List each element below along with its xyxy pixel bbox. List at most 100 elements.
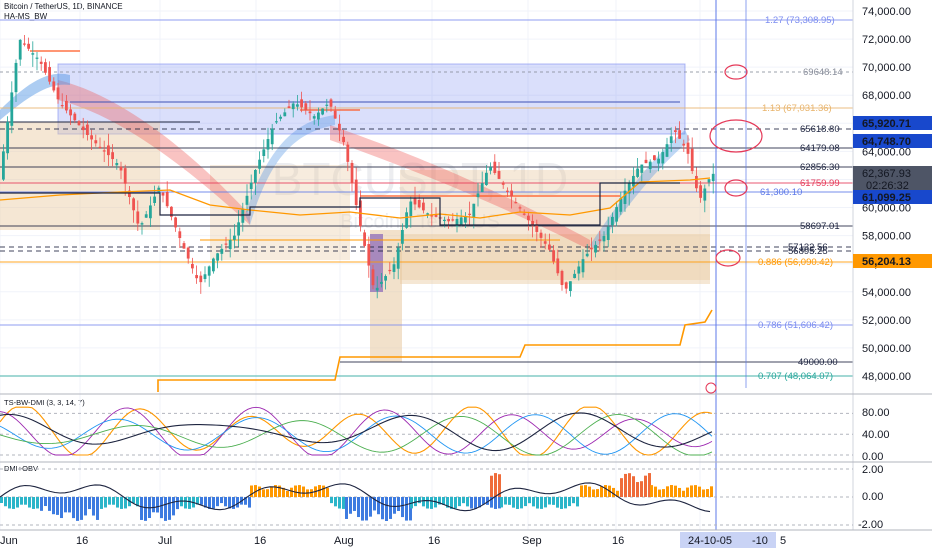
candle-body (123, 168, 127, 184)
candle-body (661, 152, 665, 164)
obv-bar (666, 486, 669, 497)
level-label-l56895: 56895.25 (788, 246, 828, 257)
badge-65920[interactable]: 65,920.71 (853, 116, 932, 130)
candle-body (690, 148, 694, 172)
obv-bar (604, 485, 607, 497)
marker-circle-4[interactable] (715, 249, 741, 267)
obv-bar (446, 497, 449, 508)
candle-body (552, 250, 555, 262)
candle-body (518, 207, 522, 209)
obv-bar (478, 497, 481, 508)
marker-circle-3[interactable] (724, 179, 748, 197)
level-label-fib_886: 0.886 (56,090.42) (758, 257, 833, 268)
obv-bar (100, 497, 103, 509)
candle-body (224, 243, 228, 245)
cursor-date-label: 24-10-05 (688, 535, 732, 547)
obv-bar (72, 497, 75, 519)
obv-bar (342, 497, 345, 509)
obv-bar (564, 497, 567, 509)
obv-bar (278, 485, 281, 497)
blue-ribbon-3 (590, 130, 690, 250)
obv-bar (632, 476, 635, 497)
obv-bar (662, 489, 665, 497)
obv-bar (516, 497, 519, 509)
indicator-title[interactable]: HA-MS_BW (4, 12, 48, 21)
marker-circle-1[interactable] (724, 64, 748, 80)
obv-bar (500, 497, 503, 508)
obv-bar (188, 497, 191, 509)
symbol-title[interactable]: Bitcoin / TetherUS, 1D, BINANCE (4, 2, 123, 11)
obv-bar (658, 489, 661, 497)
candle-body (350, 162, 354, 184)
obv-bar (385, 497, 388, 521)
badge-56204[interactable]: 56,204.13 (853, 254, 932, 268)
obv-bar (426, 497, 429, 509)
obv-bar (552, 497, 555, 505)
obv-bar (318, 485, 321, 497)
red-ribbon-2 (330, 125, 590, 250)
candle-body (451, 219, 455, 221)
obv-bar (620, 478, 623, 497)
level-label-l49000: 49000.00 (798, 357, 838, 368)
candle-body (312, 116, 316, 119)
candle-body (342, 136, 345, 143)
candle-body (249, 182, 253, 189)
time-label-jul: Jul (158, 535, 172, 547)
obv-bar (466, 497, 469, 507)
candle-body (371, 269, 375, 286)
obv-bar (588, 486, 591, 497)
candle-body (644, 159, 648, 164)
obv-bar (8, 497, 11, 509)
candle-body (535, 224, 539, 232)
event-marker-icon[interactable] (705, 382, 717, 394)
candle-body (606, 226, 610, 240)
candle-body (653, 155, 656, 161)
obv-bar (282, 487, 285, 497)
dmi-pane-title[interactable]: TS-BW-DMI (3, 3, 14, 7) (4, 398, 85, 407)
obv-bar (204, 497, 207, 508)
badge-64748[interactable]: 64,748.70 (853, 134, 932, 148)
obv-bar (28, 497, 31, 508)
obv-bar (560, 497, 563, 509)
dark-step-line (0, 182, 680, 226)
obv-bar (640, 481, 643, 497)
candle-body (396, 247, 400, 269)
candle-body (275, 121, 278, 123)
obv-bar (196, 497, 199, 505)
obv-bar (524, 497, 527, 507)
candle-body (560, 270, 564, 286)
obv-bar (592, 489, 595, 497)
obv-bar (24, 497, 27, 505)
candle-body (539, 232, 543, 238)
obv-bar (4, 497, 7, 507)
level-label-fib_786: 0.786 (51,606.42) (758, 320, 833, 331)
candle-body (149, 205, 152, 219)
badge-61099[interactable]: 61,099.25 (853, 190, 932, 204)
obv-bar (176, 497, 179, 510)
candle-body (598, 239, 602, 241)
last-price-badge[interactable]: 62,367.93 02:26:32 (853, 166, 932, 192)
grid (0, 0, 853, 530)
candle-body (569, 281, 572, 291)
level-label-l61300: 61,300.10 (760, 187, 802, 198)
price-tick: 74,000.00 (862, 6, 911, 18)
level-label-l58697: 58697.01 (800, 221, 840, 232)
level-label-l65618: 65618.80 (800, 124, 840, 135)
obv-bar (208, 497, 211, 509)
candle-body (472, 203, 476, 218)
candle-body (669, 136, 673, 143)
candle-body (296, 104, 299, 107)
obv-bar (430, 497, 433, 509)
obv-bar (184, 497, 187, 509)
candle-body (711, 173, 715, 182)
candle-body (228, 240, 232, 250)
time-axis[interactable]: Jun 16 Jul 16 Aug 16 Sep 16 24-10-05 -10… (0, 532, 786, 548)
obv-tick-0: 0.00 (862, 491, 883, 503)
obv-bar (36, 497, 39, 509)
obv-bar (494, 497, 497, 509)
obv-bar (357, 497, 360, 518)
candle-body (65, 100, 68, 111)
marker-circle-2[interactable] (709, 119, 763, 153)
candle-body (216, 253, 219, 261)
